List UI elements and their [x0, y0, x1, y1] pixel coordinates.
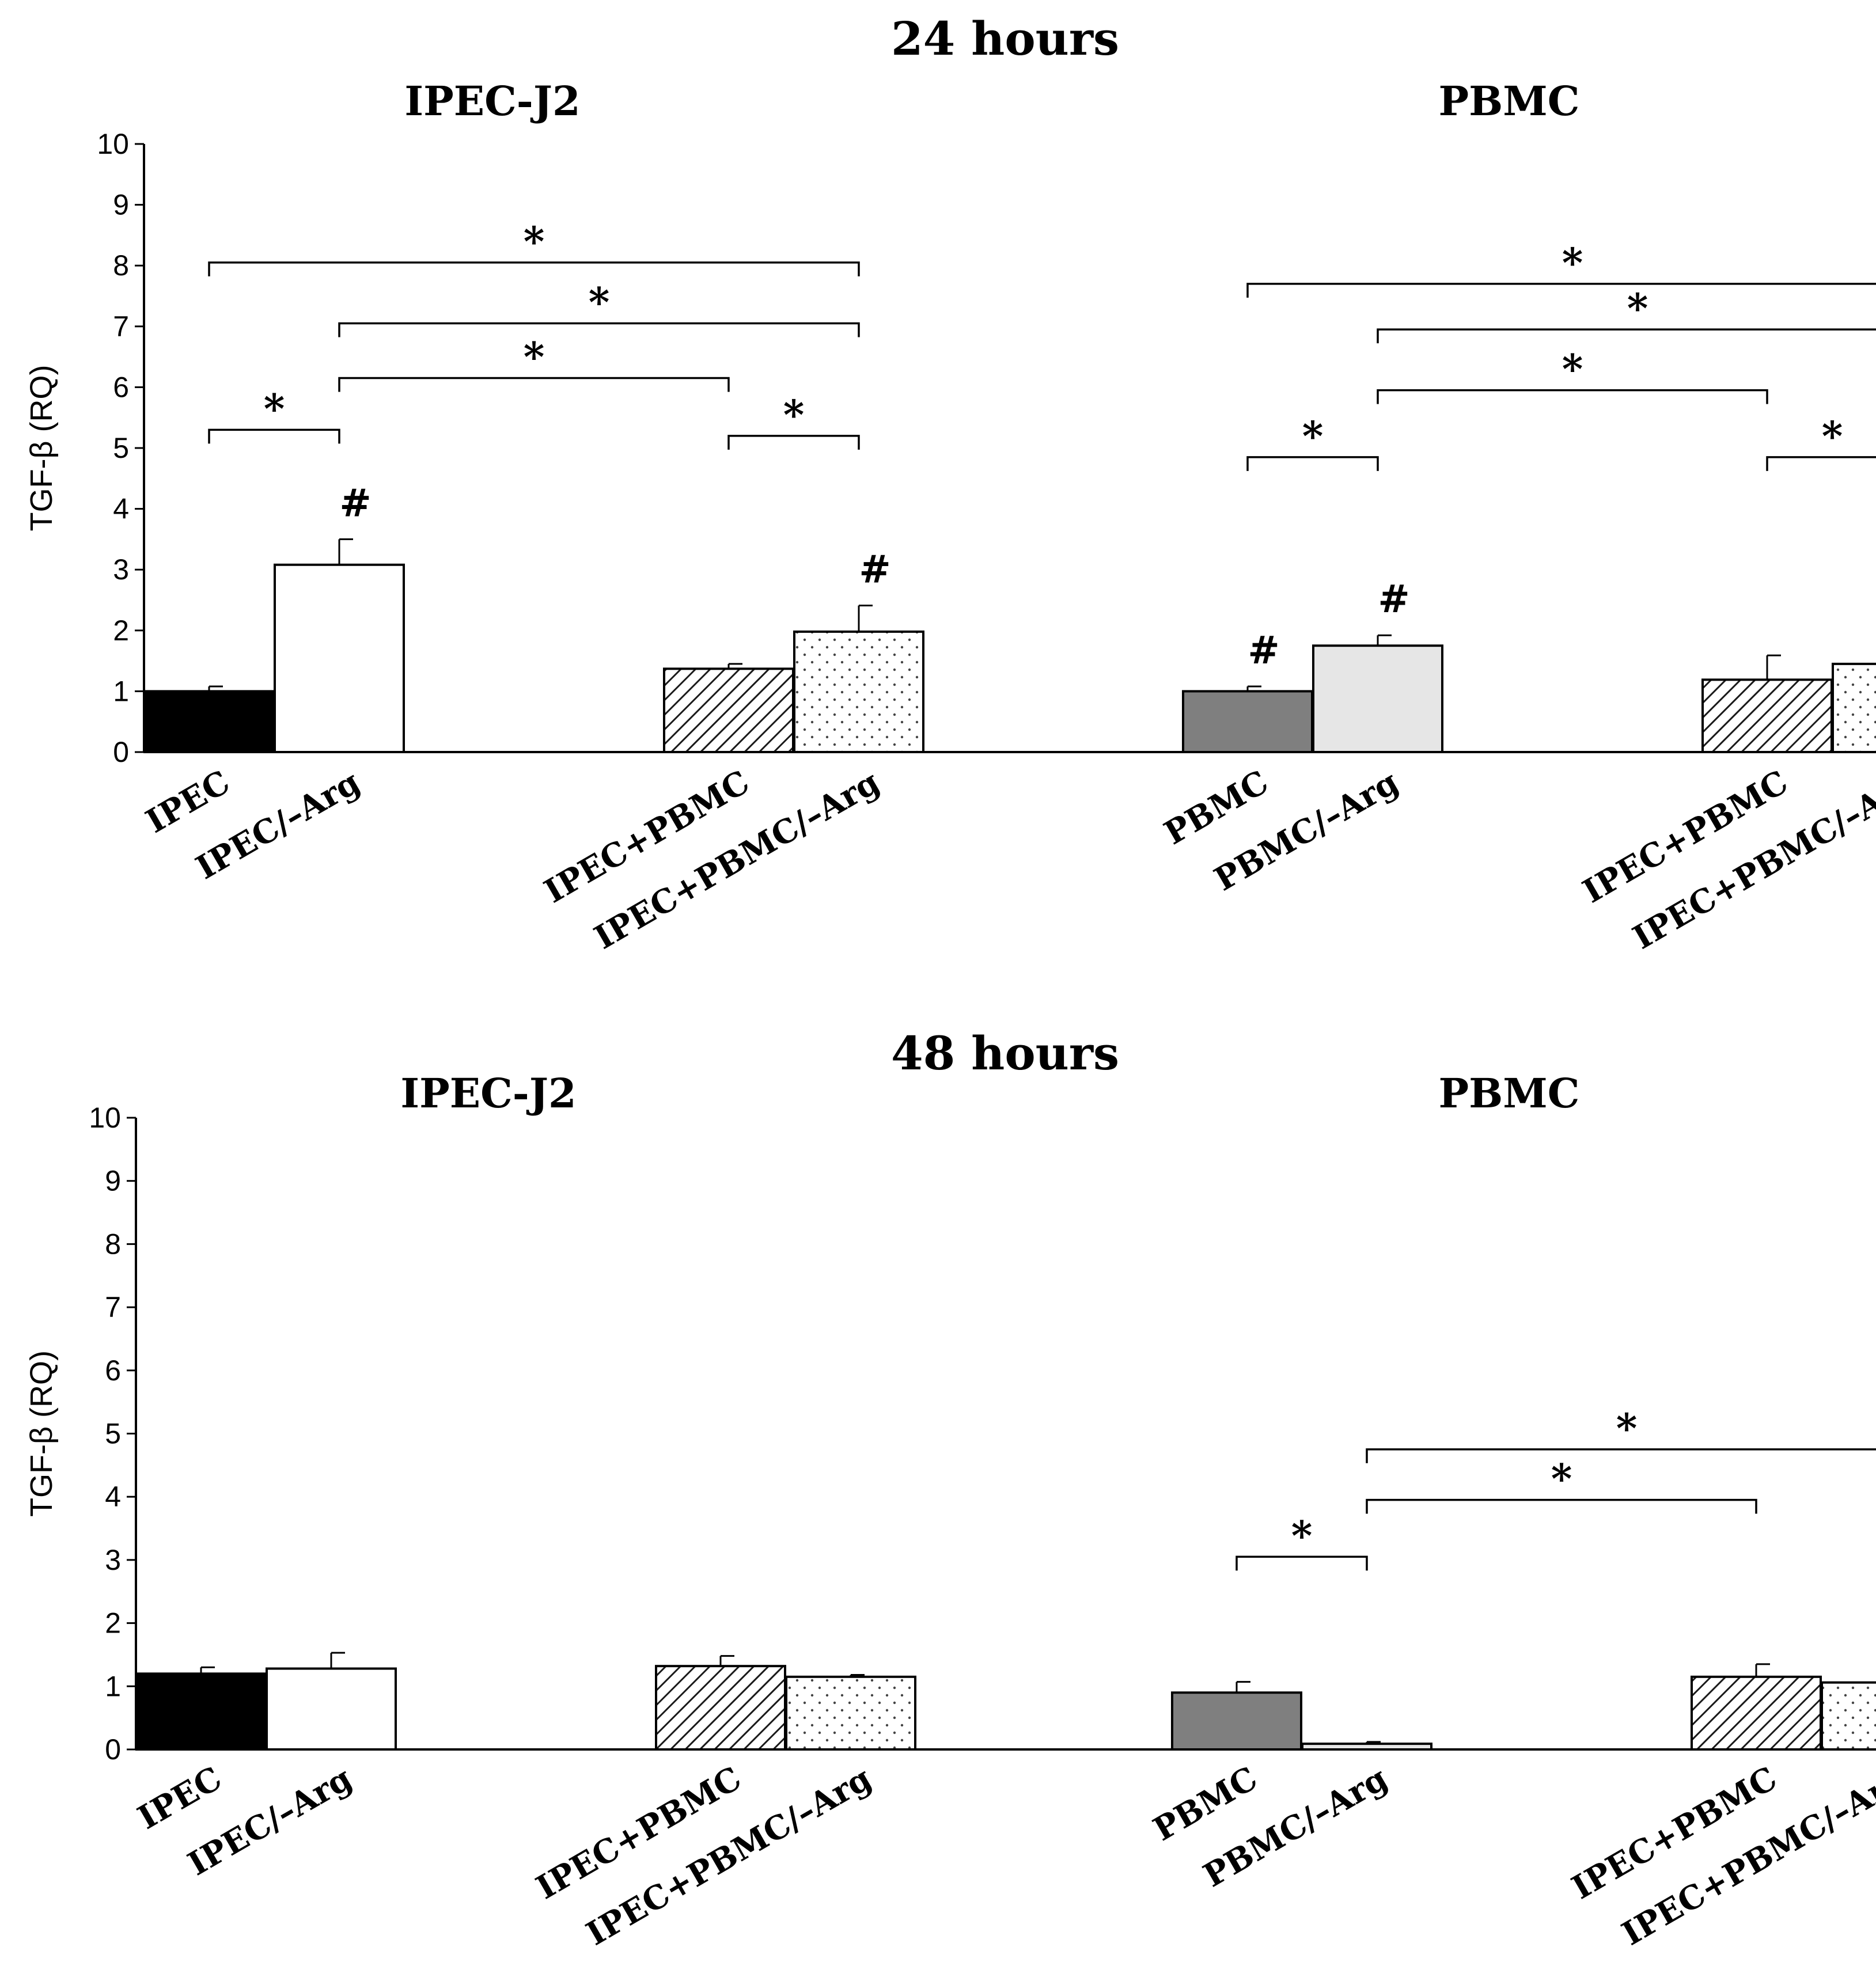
panel-title: PBMC: [1439, 77, 1580, 125]
y-tick-label: 8: [105, 1228, 121, 1260]
y-tick-label: 8: [113, 249, 129, 282]
y-tick-label: 4: [105, 1481, 121, 1513]
significance-star: *: [1562, 239, 1583, 287]
bar: [143, 690, 275, 754]
significance-bracket: [338, 322, 860, 337]
hash-mark: #: [1248, 628, 1279, 673]
significance-bracket: [1377, 389, 1768, 404]
y-tick-label: 6: [105, 1354, 121, 1387]
hash-mark: #: [339, 480, 371, 525]
y-tick-label: 4: [113, 493, 129, 525]
significance-star: *: [1291, 1512, 1313, 1559]
significance-bracket: [1235, 1555, 1368, 1571]
chart-title: 24 hours: [891, 12, 1119, 66]
significance-bracket: [727, 435, 860, 450]
y-tick-label: 1: [105, 1670, 121, 1702]
hash-mark: #: [859, 547, 890, 592]
bar: [1301, 1743, 1432, 1751]
significance-bracket: [338, 377, 730, 392]
y-tick-label: 2: [113, 614, 129, 647]
bar: [663, 667, 794, 753]
significance-bracket: [1366, 1448, 1876, 1463]
significance-star: *: [524, 333, 545, 381]
significance-star: *: [1551, 1455, 1572, 1503]
significance-star: *: [1822, 412, 1843, 460]
panel-title: PBMC: [1439, 1069, 1580, 1117]
bar: [1821, 1681, 1876, 1751]
y-tick-label: 5: [105, 1418, 121, 1450]
significance-bracket: [1366, 1498, 1757, 1514]
significance-bracket: [208, 428, 340, 444]
y-tick-label: 9: [105, 1165, 121, 1197]
bar: [1691, 1675, 1822, 1751]
significance-bracket: [1246, 456, 1379, 471]
bar: [785, 1675, 916, 1751]
significance-star: *: [1302, 412, 1324, 460]
chart-title: 48 hours: [891, 1026, 1119, 1080]
category-label: IPEC: [131, 1759, 228, 1837]
panel-2: PBMC#PBMC#PBMC/–ArgIPEC+PBMC#IPEC+PBMC/–…: [1158, 77, 1876, 957]
y-tick-label: 10: [89, 1102, 121, 1134]
significance-star: *: [264, 385, 285, 432]
significance-bracket: [1246, 283, 1876, 298]
bar: [655, 1665, 786, 1751]
y-tick-label: 0: [113, 736, 129, 768]
chart-1: 24 hours TGF-β (RQ) 0 1 2 3 4 5 6 7 8 9 10 IPEC-J2 IPE…: [24, 12, 1876, 957]
y-axis-label: TGF-β (RQ): [24, 1350, 59, 1517]
significance-bracket: [208, 261, 860, 276]
bar: [1832, 662, 1876, 753]
bar: [266, 1667, 397, 1751]
y-tick-label: 7: [105, 1291, 121, 1323]
bar: [1312, 644, 1443, 753]
significance-bracket: [1377, 328, 1876, 344]
y-tick-label: 9: [113, 189, 129, 221]
bar: [1171, 1691, 1302, 1751]
bar: [135, 1672, 267, 1751]
significance-star: *: [589, 279, 610, 327]
y-tick-label: 3: [105, 1544, 121, 1576]
panel-title: IPEC-J2: [404, 77, 580, 125]
significance-bracket: [1766, 456, 1876, 471]
hash-mark: #: [1378, 576, 1409, 621]
significance-star: *: [1562, 346, 1583, 393]
bar: [1182, 690, 1313, 754]
y-tick-label: 5: [113, 432, 129, 464]
bar: [793, 630, 924, 753]
y-tick-label: 3: [113, 553, 129, 586]
significance-star: *: [783, 391, 805, 439]
significance-star: *: [1627, 284, 1648, 332]
y-tick-label: 7: [113, 310, 129, 343]
bar: [1701, 678, 1833, 754]
y-axis-label: TGF-β (RQ): [24, 365, 59, 532]
y-tick-label: 1: [113, 675, 129, 707]
y-tick-label: 0: [105, 1733, 121, 1766]
chart-2: 48 hours TGF-β (RQ) 0 1 2 3 4 5 6 7 8 9 10 IPEC-J2 IPE…: [24, 1026, 1876, 1953]
category-label: IPEC: [139, 763, 236, 841]
y-tick-label: 10: [97, 128, 129, 160]
panel-title: IPEC-J2: [400, 1069, 576, 1117]
bar: [274, 563, 405, 753]
y-tick-label: 2: [105, 1607, 121, 1639]
y-tick-label: 6: [113, 371, 129, 403]
significance-star: *: [524, 218, 545, 265]
significance-star: *: [1616, 1405, 1638, 1452]
